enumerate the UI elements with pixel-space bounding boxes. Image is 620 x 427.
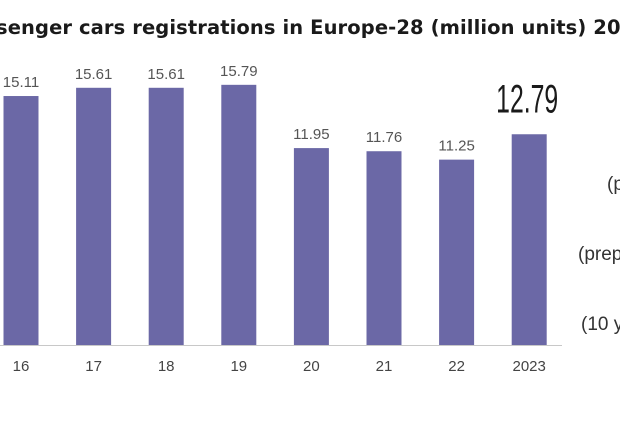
x-tick-label: 17	[85, 358, 102, 375]
side-note-3: (10 y	[581, 314, 620, 335]
side-note-2: (prep	[578, 244, 620, 265]
x-tick-label: 20	[303, 358, 320, 375]
x-tick-label: 2023	[513, 358, 546, 375]
x-tick-label: 21	[376, 358, 393, 375]
value-label: 15.79	[220, 63, 258, 80]
bar-17	[76, 87, 112, 346]
value-label: 15.61	[75, 66, 113, 83]
x-tick-label: 18	[158, 358, 175, 375]
value-label: 11.76	[366, 129, 402, 146]
chart-title: senger cars registrations in Europe-28 (…	[0, 16, 620, 39]
x-tick-label: 22	[448, 358, 465, 375]
bar-2023	[511, 134, 547, 345]
bar-20	[293, 148, 329, 345]
value-label: 11.25	[438, 138, 474, 155]
bar-22	[439, 159, 475, 345]
x-tick-label: 16	[13, 358, 30, 375]
value-label-highlight: 12.79	[496, 77, 558, 121]
bar-19	[221, 84, 257, 346]
value-label: 15.61	[147, 66, 185, 83]
x-tick-label: 19	[230, 358, 247, 375]
bar-16	[3, 96, 39, 345]
value-label: 15.11	[3, 74, 39, 91]
value-label: 11.95	[293, 126, 329, 143]
bar-18	[148, 87, 184, 346]
bar-21	[366, 151, 402, 345]
side-note-1: (p	[607, 174, 620, 195]
